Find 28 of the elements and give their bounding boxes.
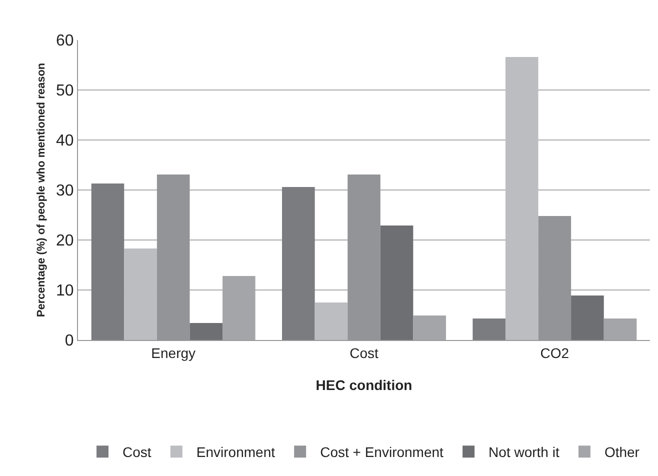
y-tick-label: 40 [56,132,74,150]
bar [413,316,446,340]
y-tick-label: 20 [56,232,74,250]
bar [282,187,315,340]
x-tick-label: Energy [151,344,196,361]
bar [190,323,223,340]
bar [91,184,124,340]
legend-label: Environment [196,444,276,460]
legend-label: Not worth it [488,444,560,460]
y-tick-label: 10 [56,282,74,300]
bar [604,318,637,340]
legend-label: Cost + Environment [320,444,444,460]
legend-label: Other [604,444,640,460]
x-axis-title: HEC condition [316,377,412,394]
legend-label: Cost [122,444,152,460]
x-tick-label: CO2 [540,344,570,361]
bar [472,318,506,340]
bar [124,248,157,340]
bar [314,302,348,340]
bar [571,296,604,340]
y-tick-label: 50 [56,82,74,100]
y-tick-label: 30 [56,182,74,200]
y-tick-label: 60 [56,32,74,50]
bar [380,226,414,340]
y-tick-label: 0 [64,332,74,350]
bar [505,57,538,340]
y-axis-title: Percentage (%) of people who mentioned reason [36,62,48,318]
x-tick-label: Cost [350,344,378,361]
